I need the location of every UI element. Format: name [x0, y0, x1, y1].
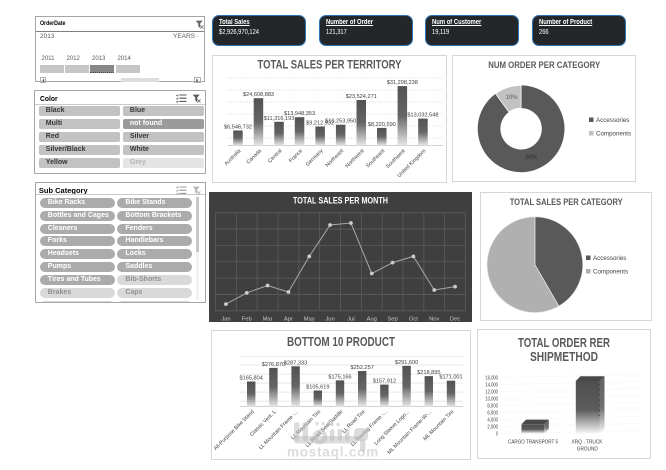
- svg-text:$218,895: $218,895: [417, 370, 440, 376]
- svg-text:Jun: Jun: [325, 317, 334, 323]
- svg-text:Apr: Apr: [284, 317, 293, 323]
- svg-text:$171,001: $171,001: [439, 375, 462, 381]
- svg-text:TOTAL ORDER RER: TOTAL ORDER RER: [518, 336, 610, 350]
- svg-text:Nov: Nov: [429, 317, 439, 323]
- svg-text:TOTAL SALES PER MONTH: TOTAL SALES PER MONTH: [293, 196, 388, 207]
- svg-text:CARGO TRANSPORT 5: CARGO TRANSPORT 5: [508, 440, 558, 446]
- svg-text:Jan: Jan: [221, 317, 230, 323]
- svg-text:6,000: 6,000: [487, 411, 498, 417]
- svg-text:$8,220,590: $8,220,590: [368, 122, 396, 128]
- svg-text:Central: Central: [267, 148, 283, 164]
- svg-text:France: France: [288, 148, 304, 164]
- svg-text:Germany: Germany: [305, 148, 325, 168]
- svg-text:Dec: Dec: [450, 317, 460, 323]
- svg-text:$6,546,732: $6,546,732: [224, 125, 252, 131]
- svg-text:mostaql.com: mostaql.com: [287, 445, 379, 460]
- svg-text:$175,166: $175,166: [328, 374, 351, 380]
- svg-text:$252,257: $252,257: [351, 365, 374, 371]
- svg-text:NUM ORDER PER CATEGORY: NUM ORDER PER CATEGORY: [488, 60, 601, 71]
- svg-text:$287,333: $287,333: [284, 360, 307, 366]
- svg-text:May: May: [304, 317, 315, 323]
- svg-text:Accessories: Accessories: [593, 255, 626, 262]
- svg-text:Accessories: Accessories: [596, 117, 629, 124]
- svg-text:$9,212,932: $9,212,932: [306, 121, 334, 127]
- svg-text:$165,804: $165,804: [240, 376, 263, 382]
- svg-text:$23,524,271: $23,524,271: [346, 94, 377, 100]
- svg-text:XRQ - TRUCK: XRQ - TRUCK: [572, 440, 603, 446]
- svg-text:$31,298,238: $31,298,238: [387, 80, 418, 86]
- svg-text:All-Purpose Bike Stand: All-Purpose Bike Stand: [213, 409, 256, 452]
- svg-text:4,000: 4,000: [487, 418, 498, 424]
- svg-text:10%: 10%: [505, 95, 518, 101]
- svg-text:Aug: Aug: [367, 317, 377, 323]
- svg-text:Components: Components: [593, 269, 628, 276]
- svg-text:Northeast: Northeast: [325, 148, 346, 169]
- svg-text:$11,316,193: $11,316,193: [264, 116, 295, 122]
- svg-text:$24,608,883: $24,608,883: [243, 92, 274, 98]
- svg-text:14,000: 14,000: [485, 383, 498, 389]
- svg-text:16,000: 16,000: [485, 376, 498, 382]
- svg-text:Jul: Jul: [347, 317, 354, 323]
- svg-text:TOTAL SALES PER TERRITORY: TOTAL SALES PER TERRITORY: [258, 58, 402, 72]
- svg-text:$105,619: $105,619: [306, 385, 329, 391]
- svg-text:Australia: Australia: [224, 148, 243, 167]
- svg-text:GROUND: GROUND: [577, 447, 598, 453]
- svg-text:Northwest: Northwest: [345, 148, 366, 169]
- svg-text:0: 0: [496, 432, 498, 438]
- svg-text:$276,870: $276,870: [262, 362, 285, 368]
- svg-text:SHIPMETHOD: SHIPMETHOD: [530, 350, 598, 364]
- svg-text:$291,600: $291,600: [395, 360, 418, 366]
- svg-text:TOTAL SALES PER CATEGORY: TOTAL SALES PER CATEGORY: [509, 197, 623, 208]
- svg-text:Canada: Canada: [246, 148, 263, 165]
- svg-text:BOTTOM 10 PRODUCT: BOTTOM 10 PRODUCT: [287, 335, 395, 349]
- svg-text:8,000: 8,000: [487, 404, 498, 410]
- svg-text:2,000: 2,000: [487, 425, 498, 431]
- svg-text:12,000: 12,000: [485, 390, 498, 396]
- svg-text:Sep: Sep: [387, 317, 397, 323]
- svg-text:Oct: Oct: [409, 317, 418, 323]
- svg-text:$10,253,950: $10,253,950: [325, 119, 356, 125]
- svg-text:Components: Components: [596, 131, 631, 138]
- svg-text:Mar: Mar: [263, 317, 273, 323]
- svg-text:Southeast: Southeast: [365, 148, 386, 169]
- svg-text:$157,912: $157,912: [373, 379, 396, 385]
- svg-text:$13,948,353: $13,948,353: [284, 111, 315, 117]
- svg-text:90%: 90%: [525, 155, 538, 161]
- svg-text:$13,032,548: $13,032,548: [407, 113, 438, 119]
- svg-text:Feb: Feb: [242, 317, 252, 323]
- svg-text:10,000: 10,000: [485, 397, 498, 403]
